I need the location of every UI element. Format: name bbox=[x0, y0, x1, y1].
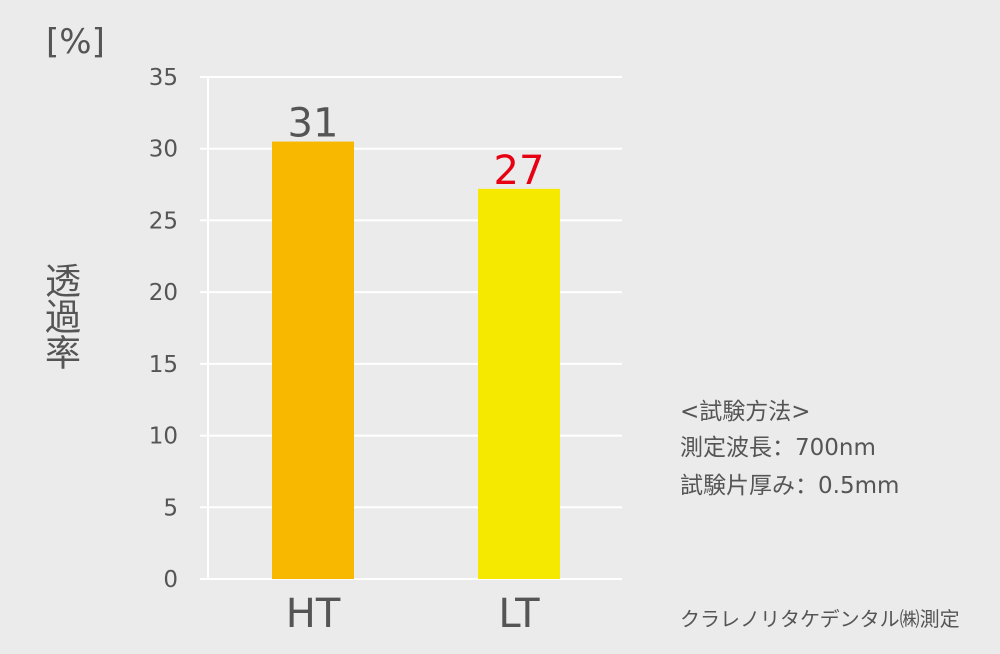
y-tick-label: 15 bbox=[149, 352, 178, 378]
y-tick-label: 35 bbox=[149, 65, 178, 91]
y-tick-label: 25 bbox=[149, 208, 178, 234]
wavelength-note: 測定波長：700nm bbox=[680, 435, 876, 461]
y-tick-label: 5 bbox=[163, 495, 178, 521]
x-tick-label: HT bbox=[286, 591, 341, 637]
x-tick-label: LT bbox=[498, 591, 540, 637]
y-tick-label: 20 bbox=[149, 280, 178, 306]
bar-lt bbox=[478, 188, 560, 580]
thickness-note: 試験片厚み：0.5mm bbox=[680, 473, 900, 499]
y-axis-unit: [%] bbox=[46, 22, 105, 62]
data-label-ht: 31 bbox=[288, 101, 339, 147]
bar-ht bbox=[272, 141, 354, 580]
y-tick-label: 30 bbox=[149, 137, 178, 163]
y-tick-label: 0 bbox=[163, 567, 178, 593]
measurement-credit: クラレノリタケデンタル㈱測定 bbox=[680, 607, 960, 631]
data-label-lt: 27 bbox=[494, 148, 545, 194]
y-axis-label: 透過率 bbox=[39, 262, 80, 370]
y-tick-label: 10 bbox=[149, 424, 178, 450]
method-title: <試験方法> bbox=[680, 399, 811, 425]
